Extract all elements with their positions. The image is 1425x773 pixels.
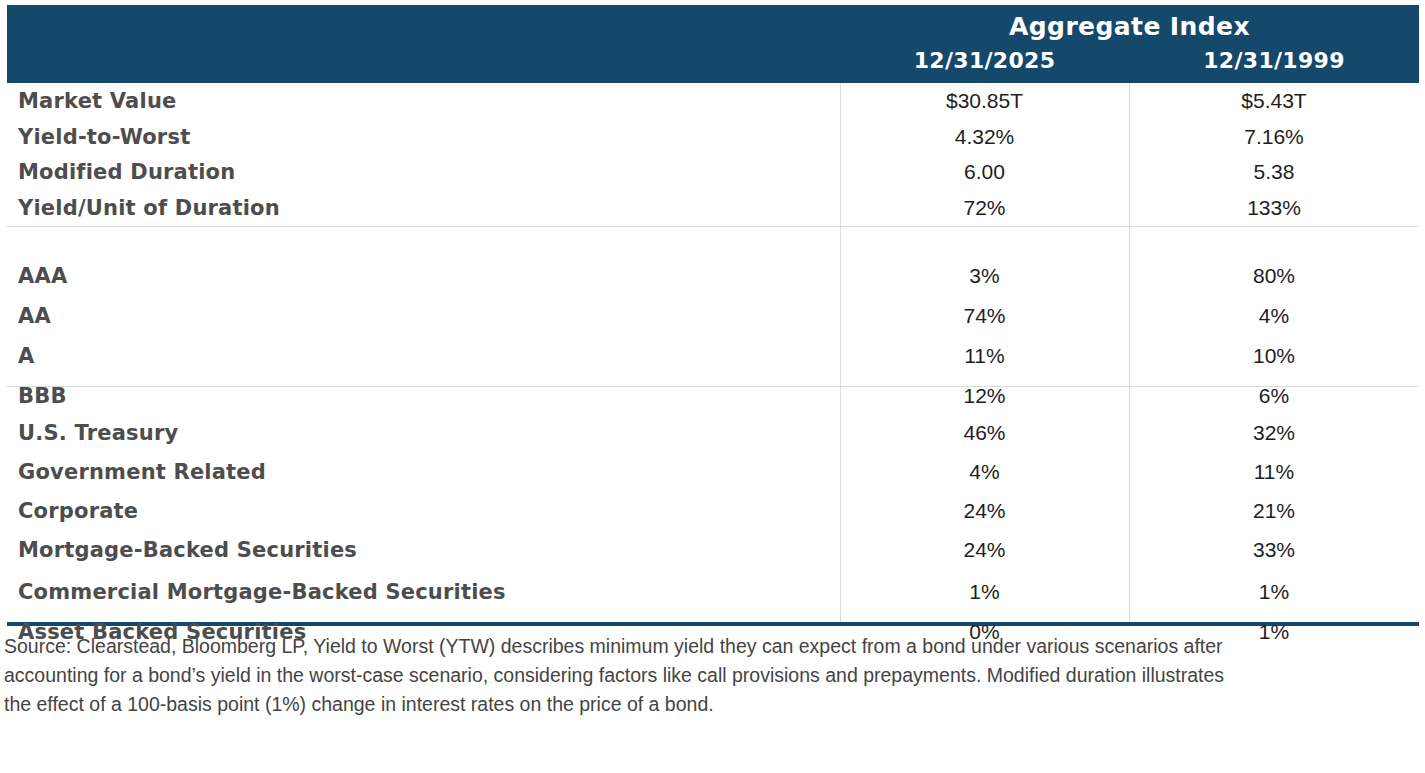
date-column-headers: 12/31/2025 12/31/1999	[840, 43, 1419, 77]
value-1999: 7.16%	[1129, 125, 1419, 149]
aggregate-index-table: Aggregate Index 12/31/2025 12/31/1999 Ma…	[7, 5, 1419, 626]
section-index-characteristics: Market Value $30.85T $5.43T Yield-to-Wor…	[7, 83, 1419, 227]
value-2025: 6.00	[840, 160, 1129, 184]
row-label: A	[7, 344, 840, 368]
row-label: AAA	[7, 264, 840, 288]
header-value-columns: Aggregate Index 12/31/2025 12/31/1999	[840, 5, 1419, 83]
row-label: Asset Backed Securities	[7, 620, 840, 644]
table-title: Aggregate Index	[840, 9, 1419, 43]
row-label: Mortgage-Backed Securities	[7, 538, 840, 562]
value-2025: 3%	[840, 264, 1129, 288]
row-label: Commercial Mortgage-Backed Securities	[7, 580, 840, 604]
table-row: Asset Backed Securities 0% 1%	[7, 615, 1419, 648]
value-1999: 4%	[1129, 304, 1419, 328]
value-2025: 0%	[840, 620, 1129, 644]
table-row: A 11% 10%	[7, 336, 1419, 376]
value-1999: 80%	[1129, 264, 1419, 288]
header-empty-cell	[7, 5, 840, 83]
column-header-1999: 12/31/1999	[1129, 43, 1419, 77]
value-2025: 1%	[840, 580, 1129, 604]
value-1999: 10%	[1129, 344, 1419, 368]
table-header: Aggregate Index 12/31/2025 12/31/1999	[7, 5, 1419, 83]
table-row: Commercial Mortgage-Backed Securities 1%…	[7, 569, 1419, 615]
row-label: AA	[7, 304, 840, 328]
value-1999: 133%	[1129, 196, 1419, 220]
table-row: Market Value $30.85T $5.43T	[7, 83, 1419, 119]
value-1999: 1%	[1129, 620, 1419, 644]
section-credit-quality: AAA 3% 80% AA 74% 4% A 11% 10% BBB 12% 6…	[7, 227, 1419, 387]
value-1999: 5.38	[1129, 160, 1419, 184]
table-body: Market Value $30.85T $5.43T Yield-to-Wor…	[7, 83, 1419, 626]
value-1999: 33%	[1129, 538, 1419, 562]
row-label: Government Related	[7, 460, 840, 484]
value-2025: 4.32%	[840, 125, 1129, 149]
value-1999: 1%	[1129, 580, 1419, 604]
table-row: AAA 3% 80%	[7, 256, 1419, 296]
column-header-2025: 12/31/2025	[840, 43, 1129, 77]
table-row: Yield/Unit of Duration 72% 133%	[7, 190, 1419, 226]
row-label: Corporate	[7, 499, 840, 523]
footnote-line: accounting for a bond’s yield in the wor…	[4, 661, 1417, 690]
table-row: Mortgage-Backed Securities 24% 33%	[7, 530, 1419, 569]
row-label: U.S. Treasury	[7, 421, 840, 445]
footnote-line: the effect of a 100-basis point (1%) cha…	[4, 690, 1417, 719]
value-1999: $5.43T	[1129, 89, 1419, 113]
table-row: Yield-to-Worst 4.32% 7.16%	[7, 119, 1419, 155]
table-row: Corporate 24% 21%	[7, 491, 1419, 530]
value-2025: 24%	[840, 538, 1129, 562]
row-label: Yield/Unit of Duration	[7, 196, 840, 220]
value-2025: $30.85T	[840, 89, 1129, 113]
row-label: Market Value	[7, 89, 840, 113]
value-1999: 32%	[1129, 421, 1419, 445]
row-label: Yield-to-Worst	[7, 125, 840, 149]
value-2025: 24%	[840, 499, 1129, 523]
value-2025: 11%	[840, 344, 1129, 368]
value-2025: 72%	[840, 196, 1129, 220]
section-sector-weights: U.S. Treasury 46% 32% Government Related…	[7, 387, 1419, 622]
value-1999: 11%	[1129, 460, 1419, 484]
value-1999: 21%	[1129, 499, 1419, 523]
value-2025: 74%	[840, 304, 1129, 328]
row-label: Modified Duration	[7, 160, 840, 184]
value-2025: 46%	[840, 421, 1129, 445]
table-row: Government Related 4% 11%	[7, 452, 1419, 491]
table-row: Modified Duration 6.00 5.38	[7, 155, 1419, 191]
table-row: U.S. Treasury 46% 32%	[7, 413, 1419, 452]
value-2025: 4%	[840, 460, 1129, 484]
table-row: AA 74% 4%	[7, 296, 1419, 336]
